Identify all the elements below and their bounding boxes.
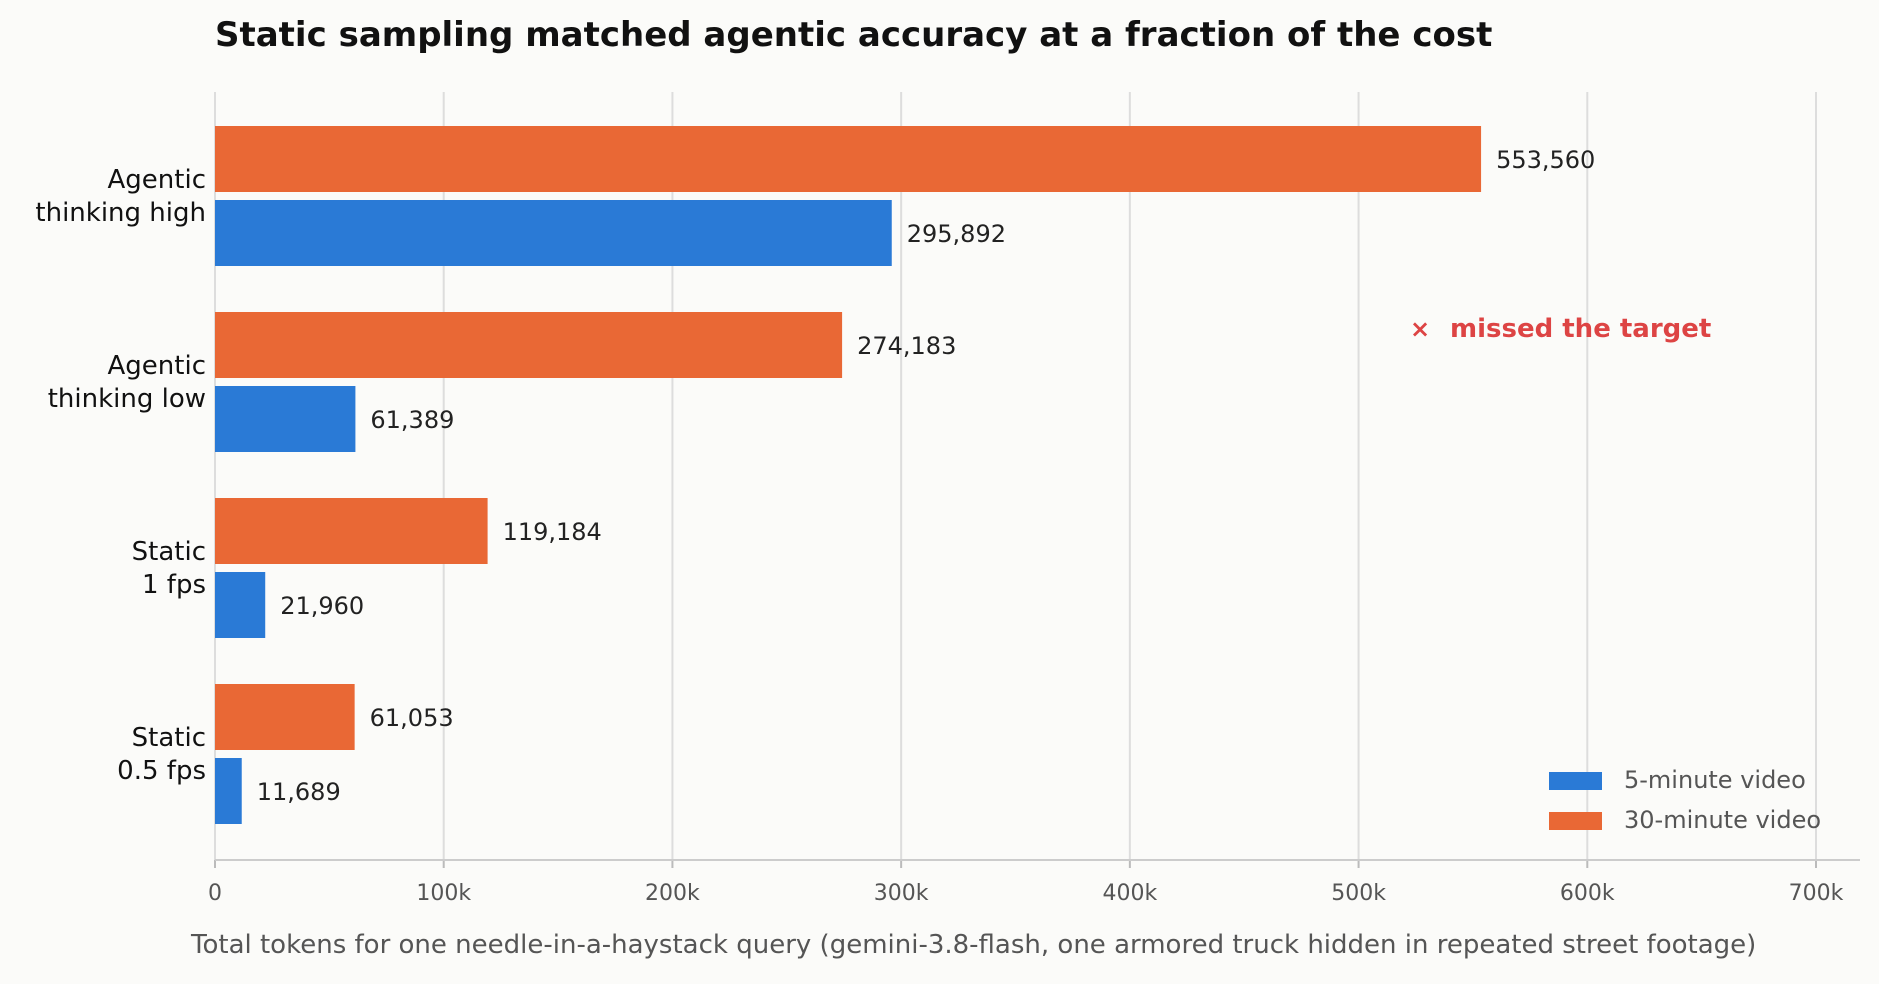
- data-label: 11,689: [257, 778, 341, 806]
- chart-title: Static sampling matched agentic accuracy…: [215, 15, 1492, 55]
- y-category-line: 0.5 fps: [117, 756, 206, 786]
- bar-30min: [215, 126, 1482, 192]
- bar-5min: [215, 572, 266, 638]
- x-tick-label: 100k: [416, 881, 471, 906]
- legend-swatch: [1549, 812, 1602, 830]
- data-labels-layer: 553,560 295,892 274,183 61,389 119,184 21,960…: [257, 146, 1596, 806]
- annotation: × missed the target: [1410, 314, 1711, 344]
- data-label: 553,560: [1496, 146, 1595, 174]
- data-label: 61,053: [370, 704, 454, 732]
- legend: 5-minute video 30-minute video: [1549, 766, 1821, 834]
- data-label: 295,892: [907, 220, 1006, 248]
- data-label: 274,183: [857, 332, 956, 360]
- bar-30min: [215, 498, 488, 564]
- legend-label: 30-minute video: [1624, 806, 1821, 834]
- x-tick-label: 400k: [1102, 881, 1157, 906]
- y-category-line: 1 fps: [142, 570, 206, 600]
- bar-5min: [215, 200, 892, 266]
- legend-swatch: [1549, 772, 1602, 790]
- x-tick-label: 0: [208, 881, 222, 906]
- x-axis: 0 100k 200k 300k 400k 500k 600k 700k: [208, 859, 1860, 906]
- y-category-label: Static 0.5 fps: [117, 723, 206, 786]
- y-category-label: Agentic thinking low: [48, 351, 206, 414]
- x-tick-label: 500k: [1331, 881, 1386, 906]
- x-tick-label: 300k: [874, 881, 929, 906]
- y-category-line: thinking low: [48, 384, 206, 414]
- y-category-line: Static: [132, 723, 206, 753]
- x-axis-label: Total tokens for one needle-in-a-haystac…: [190, 930, 1756, 960]
- x-tick-label: 700k: [1789, 881, 1844, 906]
- bars-layer: [215, 126, 1482, 824]
- annotation-marker-icon: ×: [1410, 315, 1430, 343]
- bar-5min: [215, 386, 356, 452]
- x-tick-label: 600k: [1560, 881, 1615, 906]
- data-label: 21,960: [280, 592, 364, 620]
- y-category-label: Agentic thinking high: [35, 165, 206, 228]
- y-category-line: Agentic: [108, 165, 206, 195]
- bar-30min: [215, 312, 843, 378]
- x-tick-label: 200k: [645, 881, 700, 906]
- y-category-label: Static 1 fps: [132, 537, 206, 600]
- bar-30min: [215, 684, 355, 750]
- bar-5min: [215, 758, 242, 824]
- data-label: 119,184: [503, 518, 602, 546]
- annotation-text: missed the target: [1450, 314, 1711, 344]
- data-label: 61,389: [370, 406, 454, 434]
- y-category-line: Static: [132, 537, 206, 567]
- legend-label: 5-minute video: [1624, 766, 1806, 794]
- y-category-line: Agentic: [108, 351, 206, 381]
- y-category-line: thinking high: [35, 198, 206, 228]
